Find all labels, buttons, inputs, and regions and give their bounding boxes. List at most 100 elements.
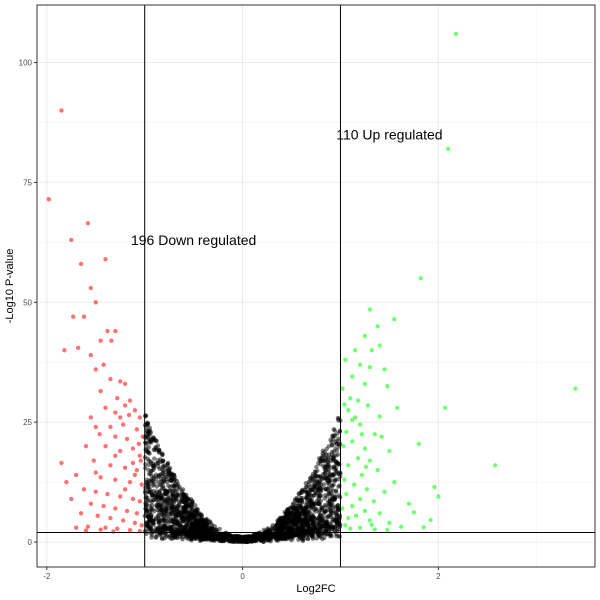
up-regulated-point [453,31,459,36]
nonsignificant-point [166,469,172,474]
nonsignificant-point [306,504,311,509]
up-regulated-point [362,446,368,451]
nonsignificant-point [146,444,152,450]
nonsignificant-point [288,529,293,535]
nonsignificant-point [324,446,329,452]
up-regulated-point [357,496,363,502]
x-tick-label: 0 [240,572,245,581]
nonsignificant-point [314,506,319,511]
nonsignificant-point [171,516,177,522]
nonsignificant-point [318,474,323,479]
nonsignificant-point [279,516,284,521]
nonsignificant-point [240,537,245,543]
up-regulated-point [369,348,374,353]
nonsignificant-point [160,458,166,464]
down-regulated-point [138,458,143,463]
nonsignificant-point [295,506,300,511]
annotation-label: 196 Down regulated [131,232,256,248]
nonsignificant-point [279,522,284,528]
x-tick-label: 2 [436,572,441,581]
nonsignificant-point [159,499,164,504]
down-regulated-point [139,482,144,487]
down-regulated-point [98,527,103,532]
up-regulated-point [350,374,355,379]
down-regulated-point [59,460,64,466]
nonsignificant-point [159,535,165,541]
up-regulated-point [371,499,376,504]
nonsignificant-point [336,484,341,489]
nonsignificant-point [167,488,173,494]
up-regulated-point [359,472,365,478]
up-regulated-point [367,458,373,463]
up-regulated-point [445,146,451,152]
nonsignificant-point [146,450,151,456]
nonsignificant-point [155,513,161,518]
nonsignificant-point [164,479,170,485]
up-regulated-point [416,441,421,446]
up-regulated-point [392,316,397,322]
nonsignificant-point [312,501,317,506]
nonsignificant-point [331,427,337,432]
down-regulated-point [109,338,114,343]
up-regulated-point [346,407,351,413]
up-regulated-point [411,510,417,515]
nonsignificant-point [209,526,215,532]
nonsignificant-point [171,472,177,478]
nonsignificant-point [182,525,187,530]
up-regulated-point [344,429,349,434]
nonsignificant-point [322,449,328,455]
down-regulated-point [71,314,76,319]
nonsignificant-point [330,497,335,502]
down-regulated-point [83,528,89,533]
down-regulated-point [91,458,96,463]
nonsignificant-point [197,531,202,536]
down-regulated-point [126,412,132,418]
nonsignificant-point [314,498,320,503]
nonsignificant-point [171,521,176,527]
nonsignificant-point [161,479,166,484]
nonsignificant-point [178,499,184,505]
down-regulated-point [81,487,87,492]
nonsignificant-point [159,492,164,497]
nonsignificant-point [151,518,156,523]
nonsignificant-point [314,536,319,541]
up-regulated-point [355,455,361,461]
up-regulated-point [392,479,397,485]
nonsignificant-point [279,527,285,533]
down-regulated-point [88,501,94,506]
up-regulated-point [341,443,346,449]
up-regulated-point [418,276,423,281]
nonsignificant-point [306,495,311,500]
nonsignificant-point [201,519,206,525]
down-regulated-point [93,424,98,430]
down-regulated-point [108,515,113,521]
nonsignificant-point [325,459,331,465]
y-axis: 0 25 50 75 100 [19,59,37,547]
nonsignificant-point [179,528,184,533]
x-axis-title: Log2FC [296,583,335,595]
up-regulated-point [377,414,382,419]
up-regulated-point [342,402,347,407]
nonsignificant-point [304,484,309,490]
up-regulated-point [348,396,353,401]
nonsignificant-point [145,429,150,434]
nonsignificant-point [282,516,287,521]
nonsignificant-point [317,493,322,499]
plot-panel-border [36,4,596,568]
nonsignificant-point [174,496,179,502]
nonsignificant-point [146,467,151,473]
nonsignificant-point [156,460,161,466]
down-regulated-point [95,513,100,518]
down-regulated-point [130,446,136,451]
down-regulated-point [127,527,133,533]
down-regulated-point [113,453,118,458]
nonsignificant-point [181,515,186,521]
nonsignificant-point [155,496,161,501]
nonsignificant-point [312,487,317,492]
down-regulated-point [103,405,108,410]
nonsignificant-point [319,458,324,464]
down-regulated-point [140,434,145,439]
nonsignificant-point [306,479,311,485]
nonsignificant-point [188,504,193,510]
nonsignificant-point [150,478,155,484]
